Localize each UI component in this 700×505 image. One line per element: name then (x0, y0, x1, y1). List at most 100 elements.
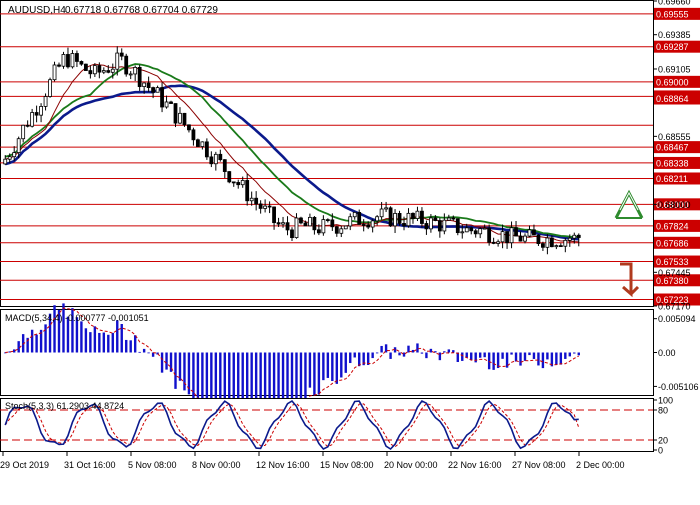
macd-bar (178, 352, 182, 381)
macd-bar (447, 349, 451, 353)
candle-body (451, 217, 456, 220)
candle-body (294, 217, 299, 239)
candle-body (187, 124, 191, 131)
candle-body (196, 139, 200, 147)
macd-bar (254, 352, 258, 421)
level-label-bg (654, 219, 700, 232)
macd-bar (98, 332, 101, 353)
candle-body (339, 228, 344, 234)
stoch-d-line (4, 402, 580, 448)
candle-body (455, 218, 460, 234)
level-label-bg (654, 255, 700, 268)
level-label-bg (654, 198, 700, 211)
candle-body (155, 87, 160, 93)
candle-body (218, 153, 223, 161)
macd-bar (501, 352, 504, 359)
candle-body (420, 210, 424, 224)
macd-bar (393, 347, 397, 353)
macd-bar (26, 337, 29, 353)
macd-bar (519, 352, 522, 366)
level-label: 0.67533 (656, 257, 689, 267)
candle-body (191, 129, 196, 141)
macd-bar (259, 352, 262, 421)
macd-bar (84, 328, 88, 353)
macd-bar (384, 344, 388, 353)
macd-bar (272, 352, 276, 422)
candle-body (563, 239, 568, 247)
macd-bar (429, 348, 433, 353)
candle-body (500, 231, 505, 243)
candle-body (491, 241, 496, 244)
candle-body (348, 216, 353, 227)
candle-body (79, 61, 84, 65)
candle-body (21, 124, 26, 140)
stoch-tick-label: 100 (658, 396, 673, 406)
level-label-bg (654, 40, 700, 53)
macd-bar (232, 352, 235, 418)
candle-body (482, 227, 487, 230)
macd-bar (411, 349, 415, 353)
candle-body (272, 206, 276, 224)
macd-bar (358, 352, 361, 367)
candle-body (460, 231, 465, 234)
macd-bar (487, 352, 491, 370)
macd-bar (160, 352, 164, 373)
price-header-symbol: AUDUSD,H4 (8, 5, 66, 16)
time-tick-label: 20 Nov 00:00 (384, 460, 438, 470)
macd-bar (577, 352, 580, 356)
macd-bar (205, 352, 209, 412)
macd-bar (133, 335, 137, 353)
macd-bar (290, 352, 294, 419)
level-label: 0.67380 (656, 276, 689, 286)
candle-body (343, 225, 348, 230)
macd-bar (116, 320, 119, 353)
candle-body (146, 82, 151, 89)
candle-body (379, 208, 384, 218)
candle-body (321, 219, 326, 234)
candle-body (142, 82, 147, 88)
candle-body (281, 222, 285, 225)
price-tick-label: 0.69385 (658, 30, 691, 40)
candle-body (151, 87, 156, 93)
candle-body (101, 70, 106, 73)
macd-bar (568, 352, 571, 357)
candle-body (182, 112, 187, 126)
price-tick-label: 0.69660 (658, 0, 691, 7)
macd-bar (8, 351, 11, 353)
macd-bar (125, 339, 128, 353)
macd-bar (308, 352, 312, 388)
macd-bar (443, 351, 446, 353)
candle-body (397, 213, 402, 224)
stoch-pane: Stoch(5,3,3) 61.2903 44.8724 (0, 398, 654, 452)
candle-body (549, 237, 554, 248)
candle-body (164, 101, 169, 108)
time-tick-label: 29 Oct 2019 (0, 460, 49, 470)
candle-body (424, 223, 429, 230)
candle-body (133, 66, 138, 75)
macd-bar (331, 352, 334, 382)
macd-bar (228, 352, 231, 420)
macd-bar (371, 352, 374, 359)
macd-bar (53, 305, 56, 353)
candle-body (249, 197, 254, 202)
macd-bar (304, 352, 307, 399)
macd-bar (187, 352, 191, 395)
macd-bar (196, 352, 200, 407)
macd-bar (375, 352, 379, 354)
time-tick-label: 31 Oct 16:00 (64, 460, 116, 470)
macd-bar (174, 352, 177, 389)
macd-histogram (4, 303, 580, 425)
macd-bar (407, 345, 410, 353)
level-label: 0.67824 (656, 221, 689, 231)
candle-body (393, 213, 397, 227)
candle-body (160, 87, 164, 108)
candle-body (83, 63, 88, 71)
macd-bar (564, 352, 567, 359)
macd-bar (362, 352, 365, 366)
macd-bar (142, 348, 146, 353)
macd-bar (192, 352, 195, 403)
macd-bar (537, 352, 540, 366)
candle-body (433, 217, 438, 221)
candle-body (16, 138, 21, 153)
macd-bar (120, 323, 123, 353)
